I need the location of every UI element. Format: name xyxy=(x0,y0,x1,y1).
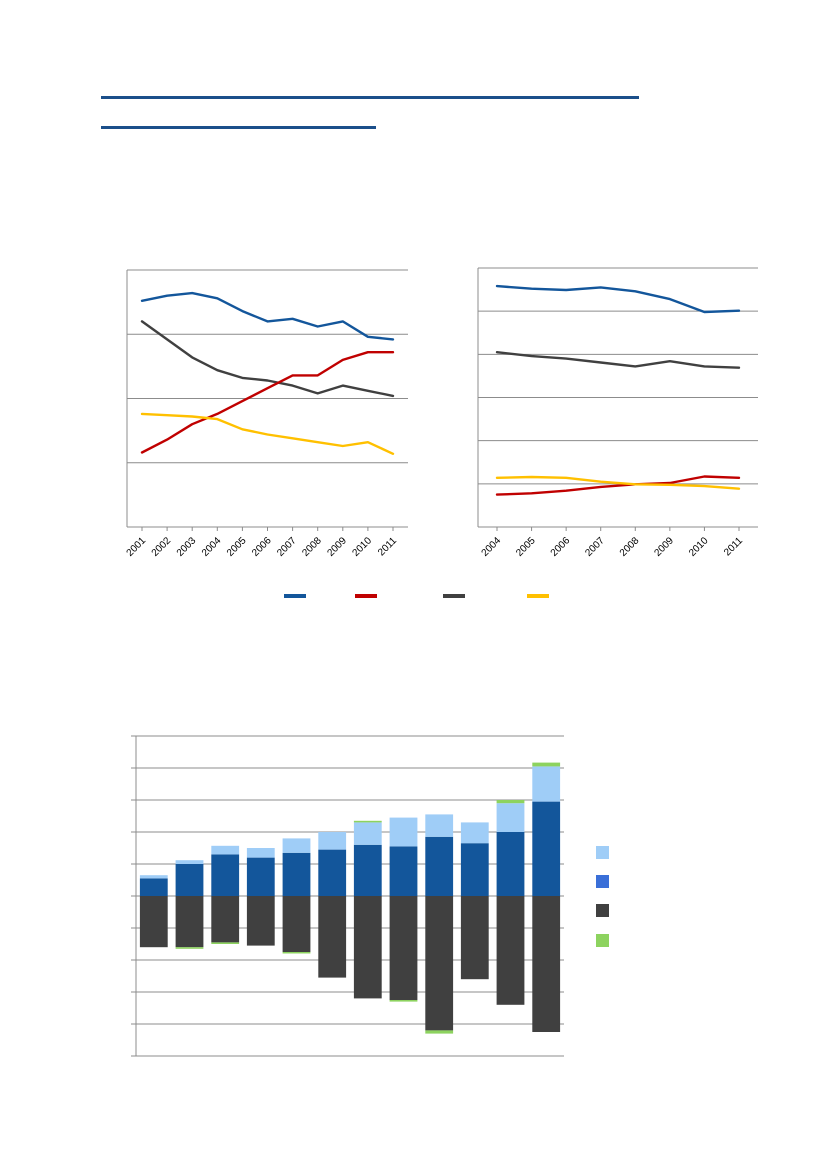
bar-8-blue xyxy=(389,846,418,896)
bar-4-lightblue xyxy=(246,848,275,858)
bar-6-dark xyxy=(318,896,347,978)
bar-2-lightblue xyxy=(175,860,204,864)
chart1-x-tick-label: 2011 xyxy=(376,535,399,558)
bar-10-lightblue xyxy=(460,822,489,844)
bar-5-green xyxy=(282,952,311,954)
bar-6-lightblue xyxy=(318,832,347,850)
chart2-series-red-line xyxy=(495,475,741,496)
bar-1-lightblue xyxy=(139,875,168,879)
bar-5-dark xyxy=(282,896,311,952)
bar-8-green xyxy=(389,1000,418,1002)
chart2-x-tick-label: 2010 xyxy=(687,535,711,559)
chart2-series-dark-line xyxy=(495,351,741,369)
bar-legend-swatch-green xyxy=(596,934,609,947)
chart1-series-dark-line xyxy=(140,320,395,398)
bar-1-dark xyxy=(139,896,168,948)
bar-10-dark xyxy=(460,896,489,980)
bar-4-dark xyxy=(246,896,275,946)
chart2-series-yellow-line xyxy=(495,475,741,490)
chart1-x-tick-label: 2010 xyxy=(351,535,375,559)
bar-7-lightblue xyxy=(353,822,382,845)
chart1-x-tick-label: 2008 xyxy=(300,535,324,559)
bar-11-blue xyxy=(496,832,525,896)
chart1-x-tick-label: 2005 xyxy=(225,535,249,559)
bar-5-lightblue xyxy=(282,838,311,853)
bar-3-lightblue xyxy=(211,845,240,855)
bar-3-blue xyxy=(211,854,240,896)
chart1-series-red-line xyxy=(140,351,395,454)
bar-11-dark xyxy=(496,896,525,1005)
chart2-x-tick-label: 2009 xyxy=(652,535,676,559)
bar-3-green xyxy=(211,942,240,944)
chart2-x-tick-label: 2011 xyxy=(722,535,745,558)
chart1-series-blue-line xyxy=(140,291,395,341)
bar-legend-swatch-lightblue xyxy=(596,846,609,859)
bar-2-blue xyxy=(175,864,204,896)
chart1-x-tick-label: 2002 xyxy=(150,535,174,559)
bar-1-blue xyxy=(139,878,168,896)
bar-2-green xyxy=(175,947,204,949)
chart1-x-tick-label: 2001 xyxy=(125,535,149,559)
bar-legend-swatch-dark xyxy=(596,904,609,917)
chart2-series-blue-line xyxy=(495,284,741,314)
bar-9-green xyxy=(425,1030,454,1034)
bar-12-blue xyxy=(532,801,561,896)
bar-7-dark xyxy=(353,896,382,999)
chart1-x-tick-label: 2006 xyxy=(250,535,274,559)
bar-12-green xyxy=(532,762,561,767)
bar-9-blue xyxy=(425,836,454,896)
bar-9-lightblue xyxy=(425,814,454,837)
bar-5-blue xyxy=(282,852,311,896)
bar-12-dark xyxy=(532,896,561,1032)
chart1-x-tick-label: 2009 xyxy=(325,535,349,559)
heading-rule-2 xyxy=(101,126,376,129)
bar-3-dark xyxy=(211,896,240,943)
bar-4-blue xyxy=(246,857,275,896)
chart1-series-yellow-line xyxy=(140,412,395,455)
bar-6-blue xyxy=(318,849,347,896)
bar-12-lightblue xyxy=(532,766,561,802)
chart2-x-tick-label: 2007 xyxy=(583,535,607,559)
bar-9-dark xyxy=(425,896,454,1031)
chart2-x-tick-label: 2004 xyxy=(480,535,504,559)
chart1-x-tick-label: 2007 xyxy=(275,535,299,559)
heading-rule-1 xyxy=(101,96,639,99)
bar-10-blue xyxy=(460,843,489,896)
bar-7-green xyxy=(353,820,382,823)
bar-legend-swatch-midblue xyxy=(596,875,609,888)
bar-2-dark xyxy=(175,896,204,948)
chart2-x-tick-label: 2005 xyxy=(514,535,538,559)
bar-11-green xyxy=(496,800,525,804)
bar-8-dark xyxy=(389,896,418,1000)
bar-8-lightblue xyxy=(389,817,418,847)
chart2-x-tick-label: 2008 xyxy=(618,535,642,559)
chart2-x-tick-label: 2006 xyxy=(549,535,573,559)
chart1-x-tick-label: 2003 xyxy=(175,535,199,559)
bar-7-blue xyxy=(353,844,382,896)
bar-11-lightblue xyxy=(496,803,525,832)
chart1-x-tick-label: 2004 xyxy=(200,535,224,559)
